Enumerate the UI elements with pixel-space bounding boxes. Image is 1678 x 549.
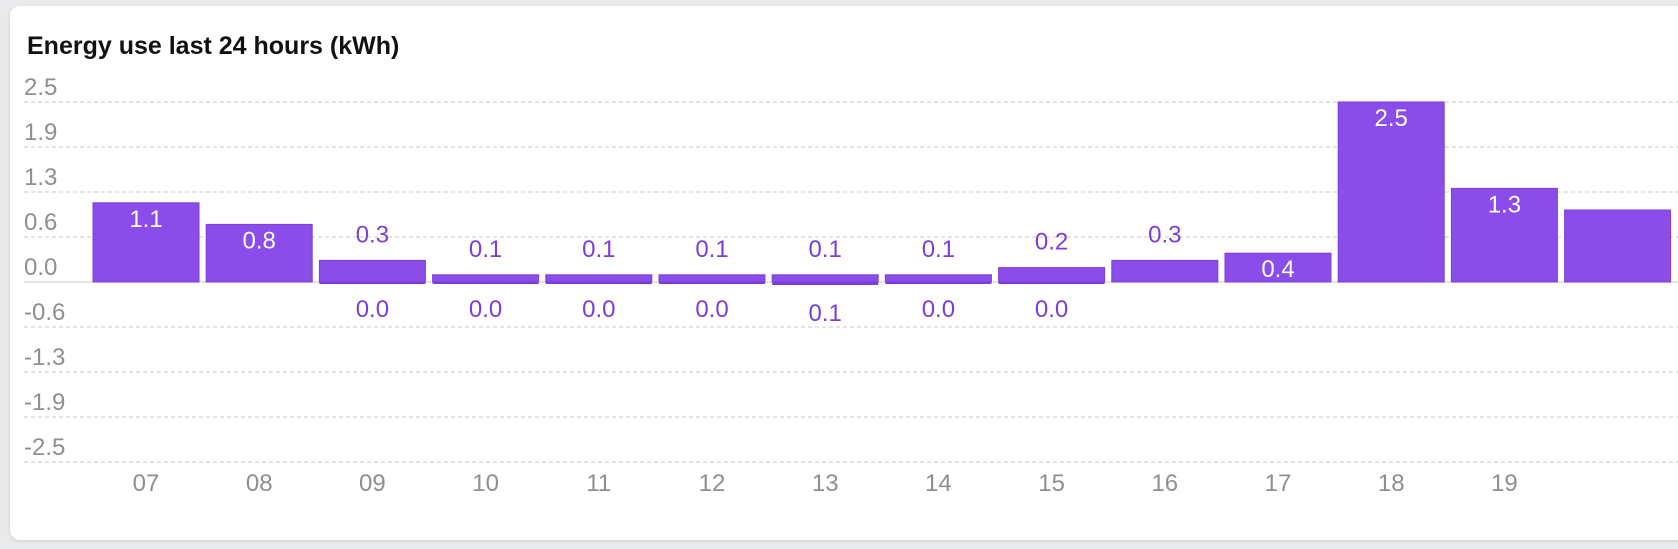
x-tick-label: 10 bbox=[472, 470, 499, 497]
bar-value-label: 0.8 bbox=[243, 227, 276, 254]
bar bbox=[92, 202, 200, 283]
x-tick-label: 18 bbox=[1378, 470, 1405, 497]
y-tick-label: 1.3 bbox=[24, 164, 57, 191]
y-tick-label: -2.5 bbox=[24, 434, 65, 461]
negative-bar-value-label: 0.1 bbox=[809, 300, 842, 327]
negative-bar-value-label: 0.0 bbox=[356, 296, 389, 323]
bar-value-label: 0.1 bbox=[695, 236, 728, 263]
y-tick-label: 1.9 bbox=[24, 119, 57, 146]
x-tick-label: 08 bbox=[246, 470, 273, 497]
negative-bar-value-label: 0.0 bbox=[469, 296, 502, 323]
bar-value-label: 0.2 bbox=[1035, 229, 1068, 256]
negative-bar bbox=[998, 282, 1105, 284]
bar bbox=[1450, 187, 1558, 283]
y-tick-label: 0.6 bbox=[24, 209, 57, 236]
bar bbox=[1111, 259, 1219, 283]
bar-value-label: 2.5 bbox=[1375, 105, 1408, 132]
x-tick-label: 17 bbox=[1265, 470, 1292, 497]
negative-bar-value-label: 0.0 bbox=[1035, 296, 1068, 323]
bar-value-label: 0.1 bbox=[469, 236, 502, 263]
y-tick-label: 0.0 bbox=[24, 254, 57, 281]
bar-value-label: 0.3 bbox=[356, 221, 389, 248]
bar-value-label: 0.1 bbox=[922, 236, 955, 263]
x-tick-label: 07 bbox=[133, 470, 160, 497]
energy-chart-card: Energy use last 24 hours (kWh) 2.5 1.9 1.3… bbox=[10, 6, 1678, 540]
bar bbox=[771, 274, 879, 283]
x-tick-label: 12 bbox=[699, 470, 726, 497]
x-tick-label: 19 bbox=[1491, 470, 1518, 497]
bar-value-label: 1.3 bbox=[1488, 191, 1521, 218]
y-tick-label: -1.9 bbox=[24, 389, 65, 416]
bar-value-label: 0.1 bbox=[809, 236, 842, 263]
bar-value-label: 1.1 bbox=[129, 206, 162, 233]
negative-bar bbox=[545, 282, 652, 284]
y-tick-label: -0.6 bbox=[24, 299, 65, 326]
bar-value-label: 0.1 bbox=[582, 236, 615, 263]
bar bbox=[1224, 252, 1332, 283]
bar bbox=[1337, 101, 1445, 283]
clipped-bar bbox=[1564, 209, 1672, 283]
bar-value-label: 0.3 bbox=[1148, 221, 1181, 248]
x-tick-label: 13 bbox=[812, 470, 839, 497]
negative-bar bbox=[772, 282, 879, 285]
negative-bar bbox=[432, 282, 539, 284]
chart-title: Energy use last 24 hours (kWh) bbox=[27, 32, 400, 60]
x-tick-label: 14 bbox=[925, 470, 952, 497]
bar-chart: 2.5 1.9 1.3 0.6 0.0 -0.6 -1.3 -1.9 -2.5 1.1 07 0.8 0… bbox=[24, 74, 1678, 497]
negative-bar-value-label: 0.0 bbox=[695, 296, 728, 323]
bar bbox=[658, 274, 766, 283]
negative-bar-value-label: 0.0 bbox=[922, 296, 955, 323]
negative-bar bbox=[659, 282, 765, 284]
x-tick-label: 09 bbox=[359, 470, 386, 497]
bar-value-label: 0.4 bbox=[1261, 256, 1294, 283]
y-tick-label: 2.5 bbox=[24, 74, 57, 101]
negative-bar bbox=[319, 282, 426, 284]
negative-bar bbox=[885, 282, 992, 284]
bar bbox=[545, 274, 653, 283]
x-tick-label: 15 bbox=[1038, 470, 1065, 497]
bar bbox=[884, 274, 992, 283]
x-tick-label: 11 bbox=[586, 470, 611, 497]
x-tick-label: 16 bbox=[1151, 470, 1178, 497]
bar bbox=[205, 223, 313, 283]
y-tick-label: -1.3 bbox=[24, 344, 65, 371]
negative-bar-value-label: 0.0 bbox=[582, 296, 615, 323]
bar bbox=[998, 267, 1106, 283]
bar bbox=[318, 259, 426, 283]
bar bbox=[432, 274, 540, 283]
